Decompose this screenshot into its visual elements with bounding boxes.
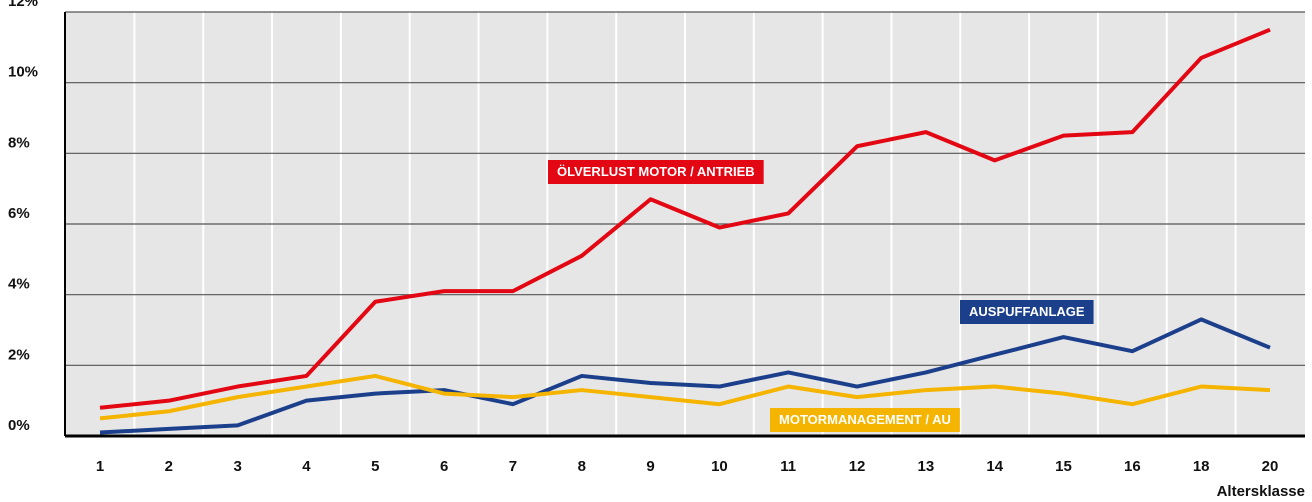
series-label: MOTORMANAGEMENT / AU (779, 412, 951, 427)
series-label-box (770, 408, 960, 432)
x-tick-label: 14 (986, 458, 1003, 475)
y-tick-label: 4% (8, 276, 30, 293)
x-tick-label: 3 (233, 458, 241, 475)
y-tick-label: 0% (8, 417, 30, 434)
series-label: ÖLVERLUST MOTOR / ANTRIEB (557, 164, 755, 179)
y-tick-label: 2% (8, 346, 30, 363)
x-tick-label: 9 (646, 458, 654, 475)
x-tick-label: 18 (1193, 458, 1210, 475)
series-label-box (548, 160, 764, 184)
x-tick-label: 10 (711, 458, 728, 475)
y-tick-label: 8% (8, 134, 30, 151)
x-tick-label: 6 (440, 458, 448, 475)
x-tick-label: 15 (1055, 458, 1072, 475)
x-tick-label: 1 (96, 458, 104, 475)
y-tick-label: 6% (8, 205, 30, 222)
series-line (99, 373, 1271, 421)
series-line (99, 317, 1271, 435)
series-label-box (960, 300, 1094, 324)
x-axis-label: Altersklasse (1217, 483, 1305, 500)
x-tick-label: 20 (1262, 458, 1279, 475)
series-label: AUSPUFFANLAGE (969, 304, 1085, 319)
x-tick-label: 5 (371, 458, 379, 475)
x-tick-label: 8 (578, 458, 586, 475)
x-tick-label: 13 (918, 458, 935, 475)
x-tick-label: 16 (1124, 458, 1141, 475)
x-tick-label: 4 (302, 458, 311, 475)
x-tick-label: 2 (165, 458, 173, 475)
x-tick-label: 12 (849, 458, 866, 475)
series-line (99, 27, 1271, 410)
y-tick-label: 12% (8, 0, 38, 10)
x-tick-label: 7 (509, 458, 517, 475)
x-tick-label: 11 (780, 458, 796, 475)
y-tick-label: 10% (8, 64, 38, 81)
